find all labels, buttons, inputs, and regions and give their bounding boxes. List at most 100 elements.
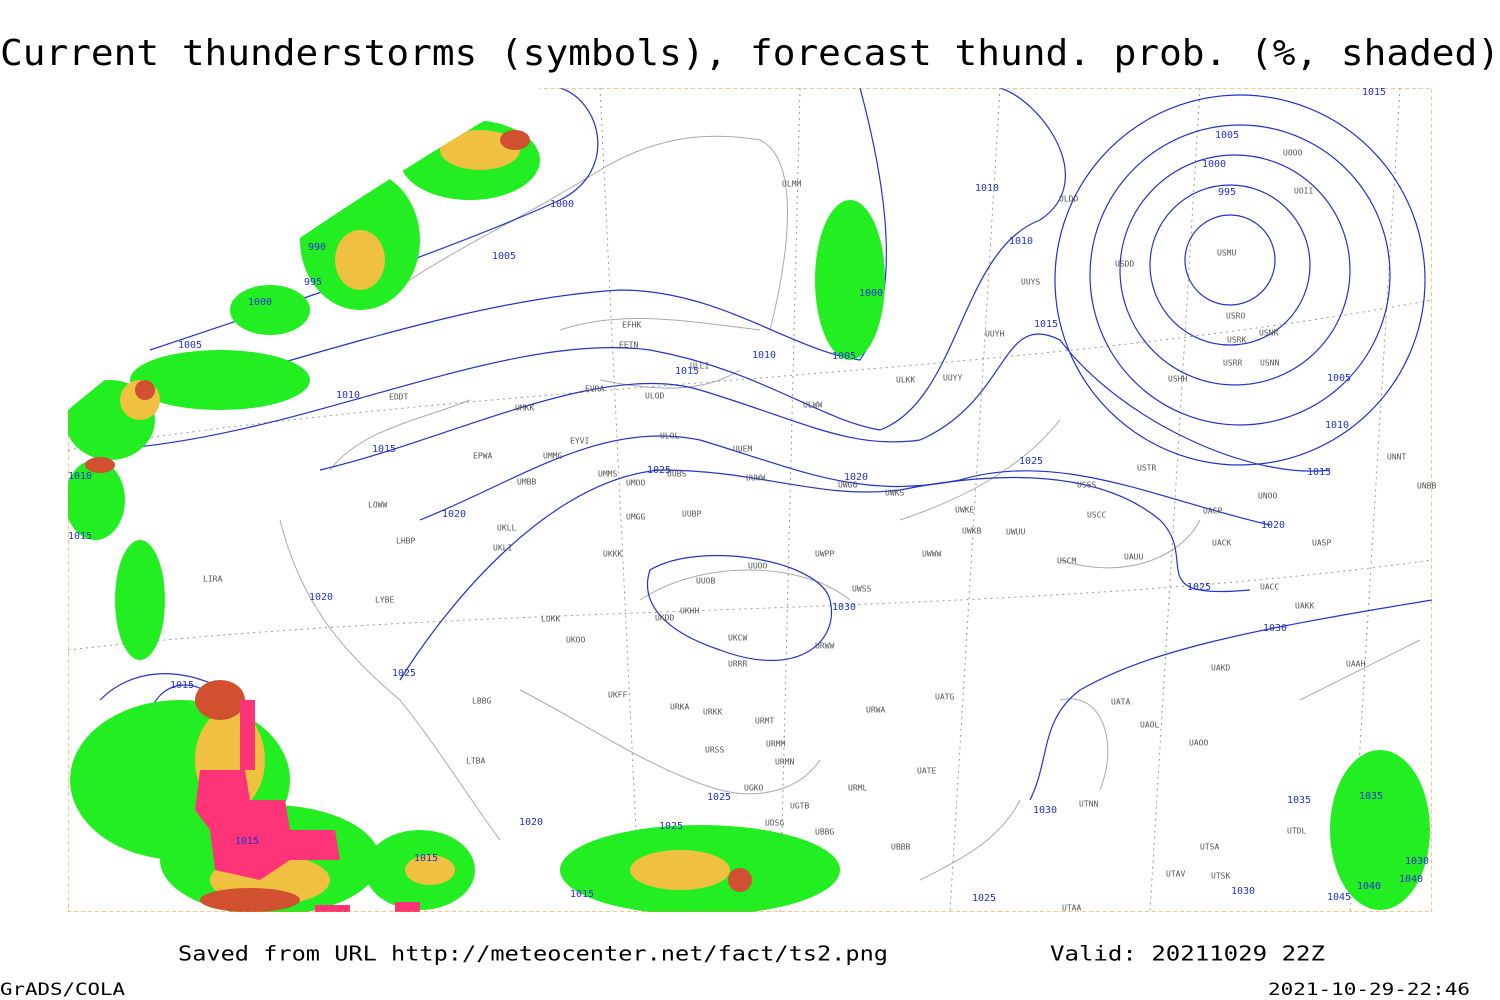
isobar-label: 1030 — [1231, 886, 1255, 897]
isobar-label: 1005 — [178, 340, 202, 351]
isobar-label: 1030 — [1263, 623, 1287, 634]
isobar-label: 1010 — [336, 390, 360, 401]
station-label: URMM — [766, 740, 785, 749]
isobar-label: 1010 — [68, 471, 92, 482]
station-label: USRO — [1226, 312, 1245, 321]
station-label: UMMG — [543, 452, 562, 461]
station-label: ULOL — [660, 432, 679, 441]
station-label: USNN — [1260, 359, 1279, 368]
station-label: USMU — [1217, 249, 1236, 258]
station-label: UAOL — [1140, 721, 1159, 730]
isobar-label: 1005 — [492, 251, 516, 262]
isobar-label: 1030 — [832, 602, 856, 613]
station-label: USHH — [1168, 375, 1187, 384]
station-label: UBBB — [891, 843, 910, 852]
station-label: EFHK — [622, 321, 641, 330]
station-label: UGKO — [744, 784, 763, 793]
station-label: UOOO — [1283, 149, 1302, 158]
station-label: USRK — [1227, 336, 1246, 345]
station-label: UKDD — [655, 614, 674, 623]
station-label: UACP — [1203, 507, 1222, 516]
isobar-label: 1025 — [647, 465, 671, 476]
isobar-label: 1010 — [1009, 236, 1033, 247]
station-label: URKA — [670, 703, 689, 712]
station-label: ULLI — [690, 362, 709, 371]
station-label: UMBB — [517, 478, 536, 487]
isobar-label: 1015 — [1362, 87, 1386, 98]
station-label: EETN — [619, 341, 638, 350]
station-label: UBBG — [815, 828, 834, 837]
station-label: UMMS — [598, 470, 617, 479]
station-label: ULDD — [1059, 195, 1078, 204]
station-label: UACK — [1212, 539, 1231, 548]
isobar-label: 1025 — [707, 792, 731, 803]
isobar-label: 1025 — [1187, 582, 1211, 593]
station-label: USNR — [1259, 329, 1278, 338]
isobar-labels: 990 995 1000 1005 1010 1015 1010 1015 1000 1005 10… — [68, 87, 1429, 904]
station-label: LUKK — [541, 615, 560, 624]
station-label: UKHH — [680, 607, 699, 616]
station-label: UUOO — [748, 562, 767, 571]
station-label: UTAV — [1166, 870, 1185, 879]
station-label: UUBP — [682, 510, 701, 519]
station-label: URRR — [728, 660, 747, 669]
station-label: USTR — [1137, 464, 1156, 473]
isobar-label: 1030 — [1405, 856, 1429, 867]
station-label: UAKK — [1295, 602, 1314, 611]
isobar-label: 1010 — [752, 350, 776, 361]
isobar-label: 1030 — [1033, 805, 1057, 816]
station-label: UDSG — [765, 819, 784, 828]
isobar-label: 1005 — [1215, 130, 1239, 141]
station-label: LYBE — [375, 596, 394, 605]
station-label: LTBA — [466, 757, 485, 766]
isobar-label: 1020 — [519, 817, 543, 828]
station-label: UUOB — [696, 577, 715, 586]
isobar-label: 1000 — [859, 288, 883, 299]
station-label: URSS — [705, 746, 724, 755]
isobar-label: 1015 — [372, 444, 396, 455]
station-label: UUWW — [746, 474, 765, 483]
isobar-label: 1010 — [1325, 420, 1349, 431]
station-label: UWKB — [962, 527, 981, 536]
station-label: UMKK — [515, 404, 534, 413]
station-label: UNOO — [1258, 492, 1277, 501]
station-label: UOII — [1294, 187, 1313, 196]
isobar-label: 1000 — [550, 199, 574, 210]
thunderstorm-shading — [68, 120, 1430, 912]
isobar-label: 1020 — [1261, 520, 1285, 531]
isobar-label: 1015 — [170, 680, 194, 691]
station-label: UATG — [935, 693, 954, 702]
isobar-label: 1025 — [1019, 456, 1043, 467]
station-label: UTNN — [1079, 800, 1098, 809]
station-label: UWSS — [852, 585, 871, 594]
isobar-label: 1010 — [975, 183, 999, 194]
station-label: UAKD — [1211, 664, 1230, 673]
saved-url: Saved from URL http://meteocenter.net/fa… — [178, 942, 888, 966]
station-label: UKCW — [728, 634, 747, 643]
station-label: UWGG — [838, 481, 857, 490]
station-label: UGTB — [790, 802, 809, 811]
isobar-label: 1015 — [68, 531, 92, 542]
station-label: UACC — [1260, 583, 1279, 592]
station-label: UMGG — [626, 513, 645, 522]
isobar-label: 1000 — [248, 297, 272, 308]
station-label: UUYY — [943, 374, 962, 383]
station-label: USRR — [1223, 359, 1242, 368]
station-label: LBBG — [472, 697, 491, 706]
station-label: UMOO — [626, 479, 645, 488]
isobar-label: 1020 — [844, 472, 868, 483]
station-label: UKFF — [608, 691, 627, 700]
isobar-label: 1005 — [1327, 373, 1351, 384]
isobar-label: 1025 — [659, 821, 683, 832]
software: GrADS/COLA — [0, 980, 125, 1000]
station-label: UAAH — [1346, 660, 1365, 669]
station-label: USCC — [1087, 511, 1106, 520]
station-label: UTAA — [1062, 904, 1081, 913]
isobar-label: 1000 — [1202, 159, 1226, 170]
isobars — [68, 88, 1432, 801]
isobar-label: 995 — [1218, 187, 1236, 198]
station-label: UWKE — [955, 506, 974, 515]
isobar-label: 995 — [304, 277, 322, 288]
isobar-label: 1015 — [1307, 467, 1331, 478]
station-label: UTSA — [1200, 843, 1219, 852]
